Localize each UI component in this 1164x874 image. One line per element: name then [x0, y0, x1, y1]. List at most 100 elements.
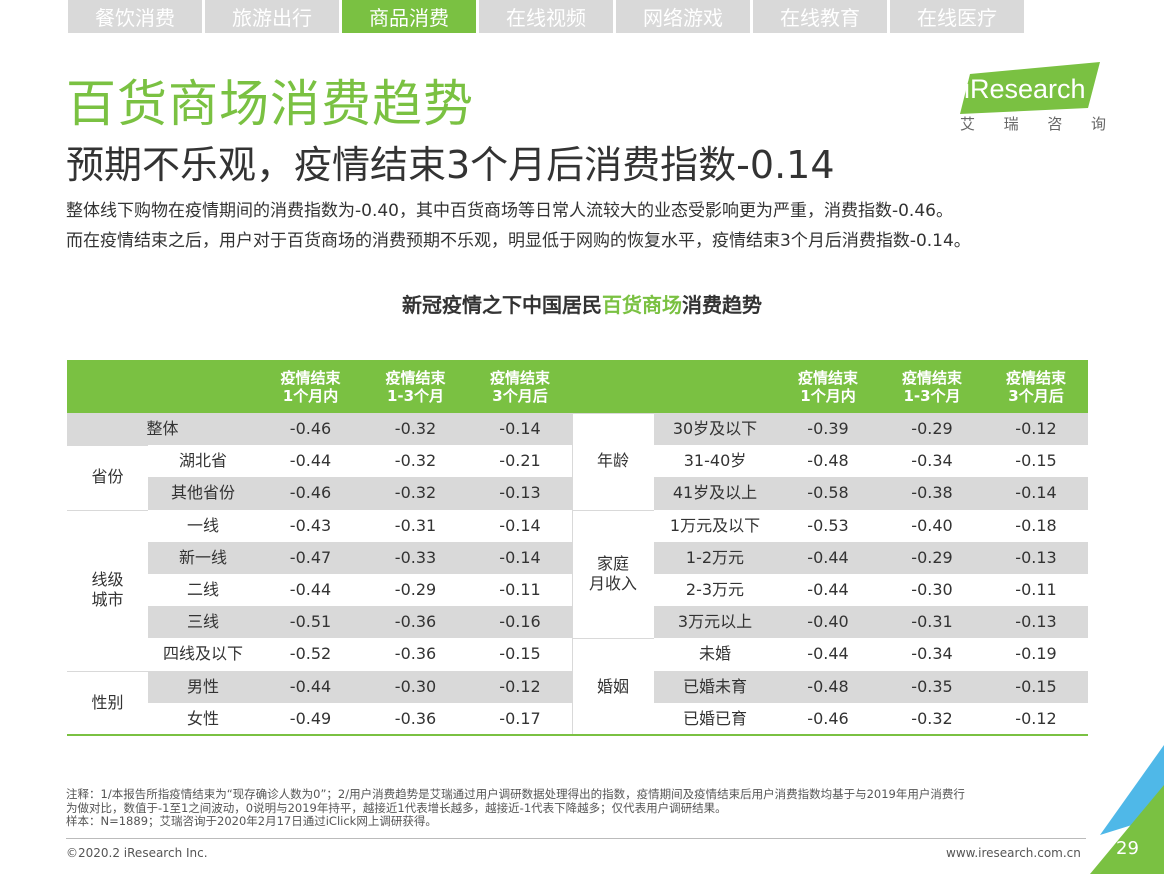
- group-label: 性别: [67, 670, 148, 735]
- row-label: 31-40岁: [654, 445, 776, 478]
- value-cell: -0.29: [880, 413, 984, 446]
- value-cell: -0.13: [984, 541, 1088, 574]
- footer-divider: [66, 838, 1086, 839]
- row-label: 1万元及以下: [654, 509, 776, 542]
- value-cell: -0.44: [258, 445, 363, 478]
- value-cell: -0.16: [468, 606, 572, 639]
- corner-decoration: [1090, 745, 1164, 874]
- row-label: 二线: [148, 574, 258, 607]
- group-label: 婚姻: [572, 638, 654, 735]
- tab-3[interactable]: 在线视频: [479, 0, 613, 33]
- value-cell: -0.14: [984, 477, 1088, 510]
- value-cell: -0.40: [880, 509, 984, 542]
- tab-0[interactable]: 餐饮消费: [68, 0, 202, 33]
- group-separator: [572, 638, 654, 640]
- group-label: 省份: [67, 445, 148, 510]
- tab-2[interactable]: 商品消费: [342, 0, 476, 33]
- tab-4[interactable]: 网络游戏: [616, 0, 750, 33]
- value-cell: -0.53: [776, 509, 880, 542]
- value-cell: -0.30: [880, 574, 984, 607]
- value-cell: -0.44: [258, 670, 363, 703]
- value-cell: -0.33: [363, 541, 468, 574]
- group-separator: [67, 670, 148, 672]
- row-label: 其他省份: [148, 477, 258, 510]
- footnote-line-2: 为做对比，数值于-1至1之间波动，0说明与2019年持平，越接近1代表增长越多，…: [66, 800, 727, 815]
- column-header-line: 1-3个月: [903, 386, 961, 405]
- value-cell: -0.44: [776, 541, 880, 574]
- row-label: 女性: [148, 702, 258, 735]
- value-cell: -0.46: [258, 477, 363, 510]
- value-cell: -0.48: [776, 670, 880, 703]
- row-label: 未婚: [654, 638, 776, 671]
- column-header: 疫情结束 1-3个月: [880, 360, 984, 413]
- column-header-line: 疫情结束: [901, 368, 962, 387]
- row-label: 三线: [148, 606, 258, 639]
- value-cell: -0.31: [880, 606, 984, 639]
- value-cell: -0.32: [363, 445, 468, 478]
- value-cell: -0.21: [468, 445, 572, 478]
- category-tabs: 餐饮消费 旅游出行 商品消费 在线视频 网络游戏 在线教育 在线医疗: [68, 0, 1027, 33]
- value-cell: -0.44: [258, 574, 363, 607]
- value-cell: -0.38: [880, 477, 984, 510]
- logo-cn-char: 艾: [960, 115, 976, 133]
- value-cell: -0.17: [468, 702, 572, 735]
- value-cell: -0.15: [984, 445, 1088, 478]
- table-title: 新冠疫情之下中国居民百货商场消费趋势: [0, 289, 1164, 318]
- group-label-line: 年龄: [596, 451, 629, 471]
- group-separator: [67, 509, 148, 511]
- value-cell: -0.29: [363, 574, 468, 607]
- page-subtitle: 预期不乐观，疫情结束3个月后消费指数-0.14: [66, 143, 835, 187]
- column-header-line: 1个月内: [800, 386, 856, 405]
- tab-1[interactable]: 旅游出行: [205, 0, 339, 33]
- row-label: 一线: [148, 509, 258, 542]
- value-cell: -0.12: [984, 413, 1088, 446]
- value-cell: -0.48: [776, 445, 880, 478]
- value-cell: -0.46: [776, 702, 880, 735]
- value-cell: -0.30: [363, 670, 468, 703]
- value-cell: -0.32: [363, 413, 468, 446]
- value-cell: -0.36: [363, 702, 468, 735]
- value-cell: -0.14: [468, 541, 572, 574]
- value-cell: -0.19: [984, 638, 1088, 671]
- value-cell: -0.35: [880, 670, 984, 703]
- value-cell: -0.13: [984, 606, 1088, 639]
- row-label: 2-3万元: [654, 574, 776, 607]
- group-label: 线级 城市: [67, 509, 148, 671]
- value-cell: -0.40: [776, 606, 880, 639]
- row-label: 41岁及以上: [654, 477, 776, 510]
- tab-5[interactable]: 在线教育: [753, 0, 887, 33]
- column-header-line: 疫情结束: [489, 368, 550, 387]
- value-cell: -0.31: [363, 509, 468, 542]
- logo-cn-char: 瑞: [1003, 115, 1019, 133]
- column-header: 疫情结束 3个月后: [468, 360, 572, 413]
- consumption-index-table: 疫情结束 1个月内 疫情结束 1-3个月 疫情结束 3个月后 疫情结束 1个月内 疫情结束 1-3…: [67, 360, 1088, 736]
- row-label-overall: 整体: [67, 413, 258, 446]
- tab-6[interactable]: 在线医疗: [890, 0, 1024, 33]
- table-title-pre: 新冠疫情之下中国居民: [402, 293, 602, 317]
- value-cell: -0.18: [984, 509, 1088, 542]
- group-separator: [572, 413, 654, 414]
- value-cell: -0.34: [880, 445, 984, 478]
- group-label-line: 月收入: [588, 573, 637, 593]
- value-cell: -0.12: [468, 670, 572, 703]
- column-header-line: 1-3个月: [386, 386, 445, 405]
- logo-brand-text: iResearch: [964, 74, 1086, 104]
- column-header-line: 3个月后: [1008, 386, 1064, 405]
- value-cell: -0.15: [984, 670, 1088, 703]
- footer-url: www.iresearch.com.cn: [946, 846, 1081, 860]
- row-label: 1-2万元: [654, 541, 776, 574]
- footnotes: 注释：1/本报告所指疫情结束为“现存确诊人数为0”；2/用户消费趋势是艾瑞通过用…: [66, 787, 1096, 829]
- group-label-line: 省份: [91, 467, 124, 487]
- value-cell: -0.29: [880, 541, 984, 574]
- value-cell: -0.12: [984, 702, 1088, 735]
- column-header-line: 疫情结束: [280, 368, 341, 387]
- group-separator: [67, 445, 148, 447]
- summary-line-1: 整体线下购物在疫情期间的消费指数为-0.40，其中百货商场等日常人流较大的业态受…: [66, 201, 953, 221]
- group-label: 年龄: [572, 413, 654, 510]
- footnote-line-3: 样本：N=1889；艾瑞咨询于2020年2月17日通过iClick网上调研获得。: [66, 814, 437, 828]
- column-header-line: 疫情结束: [1005, 368, 1066, 387]
- column-header: 疫情结束 1个月内: [776, 360, 880, 413]
- row-label: 四线及以下: [148, 638, 258, 671]
- group-label-line: 线级: [91, 570, 124, 590]
- column-header: 疫情结束 3个月后: [984, 360, 1088, 413]
